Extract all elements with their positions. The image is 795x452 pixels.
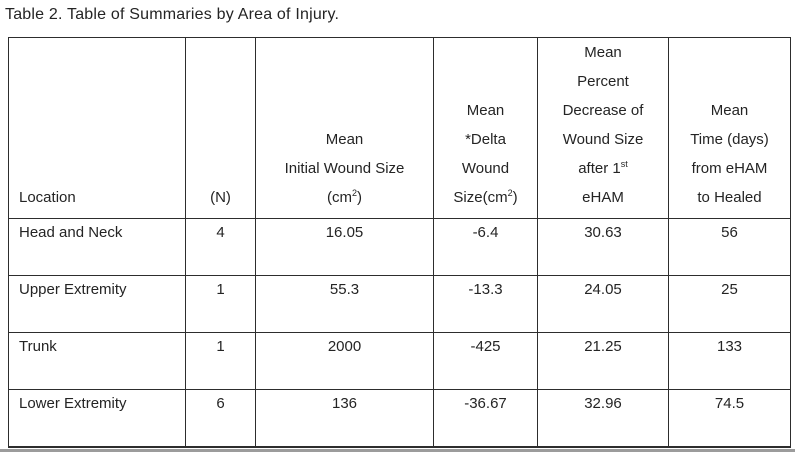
- header-line: Decrease of: [562, 102, 644, 119]
- cell-mean-delta-wound-size: -425: [433, 332, 538, 390]
- cell-mean-initial-wound-size: 55.3: [255, 275, 434, 333]
- header-line: Mean: [466, 102, 505, 119]
- table-body: Head and Neck 4 16.05 -6.4 30.63 56 Upper Extr…: [8, 218, 791, 448]
- table-row: Upper Extremity 1 55.3 -13.3 24.05 25: [8, 275, 791, 333]
- cell-mean-delta-wound-size: -6.4: [433, 218, 538, 276]
- cell-location: Upper Extremity: [8, 275, 186, 333]
- cell-mean-time-days: 25: [668, 275, 791, 333]
- table-row: Head and Neck 4 16.05 -6.4 30.63 56: [8, 218, 791, 276]
- cell-location: Head and Neck: [8, 218, 186, 276]
- table-row: Lower Extremity 6 136 -36.67 32.96 74.5: [8, 389, 791, 448]
- cell-location: Trunk: [8, 332, 186, 390]
- cell-mean-time-days: 74.5: [668, 389, 791, 448]
- cell-mean-initial-wound-size: 16.05: [255, 218, 434, 276]
- cell-location: Lower Extremity: [8, 389, 186, 448]
- header-line: from eHAM: [691, 160, 768, 177]
- column-header-n: (N): [185, 37, 256, 219]
- cell-mean-percent-decrease: 21.25: [537, 332, 669, 390]
- cell-mean-initial-wound-size: 136: [255, 389, 434, 448]
- cell-mean-percent-decrease: 24.05: [537, 275, 669, 333]
- header-line: (N): [210, 189, 231, 206]
- column-header-mean-percent-decrease: Mean Percent Decrease of Wound Size after 1s…: [537, 37, 669, 219]
- page-bottom-edge: [0, 449, 795, 452]
- cell-mean-percent-decrease: 32.96: [537, 389, 669, 448]
- cell-mean-percent-decrease: 30.63: [537, 218, 669, 276]
- summary-table: Location (N) Mean Initial Wound Size (cm2) Me…: [8, 37, 791, 448]
- header-line: Mean: [584, 44, 622, 61]
- column-header-mean-initial-wound-size: Mean Initial Wound Size (cm2): [255, 37, 434, 219]
- table-row: Trunk 1 2000 -425 21.25 133: [8, 332, 791, 390]
- cell-mean-initial-wound-size: 2000: [255, 332, 434, 390]
- cell-n: 6: [185, 389, 256, 448]
- cell-mean-time-days: 133: [668, 332, 791, 390]
- header-line: eHAM: [582, 189, 624, 206]
- cell-mean-time-days: 56: [668, 218, 791, 276]
- header-line: Initial Wound Size: [284, 160, 405, 177]
- header-line: Wound: [461, 160, 510, 177]
- header-line: Wound Size: [562, 131, 644, 148]
- header-line: Percent: [577, 73, 629, 90]
- column-header-mean-time-days: Mean Time (days) from eHAM to Healed: [668, 37, 791, 219]
- header-row: Location (N) Mean Initial Wound Size (cm2) Me…: [8, 37, 791, 219]
- cell-mean-delta-wound-size: -13.3: [433, 275, 538, 333]
- cell-mean-delta-wound-size: -36.67: [433, 389, 538, 448]
- header-line: after 1st: [578, 159, 628, 178]
- header-line: Size(cm2): [453, 188, 518, 207]
- column-header-location: Location: [8, 37, 186, 219]
- header-line: *Delta: [465, 131, 506, 148]
- header-line: Location: [19, 189, 76, 206]
- header-line: (cm2): [326, 188, 362, 207]
- column-header-mean-delta-wound-size: Mean *Delta Wound Size(cm2): [433, 37, 538, 219]
- cell-n: 4: [185, 218, 256, 276]
- table-header: Location (N) Mean Initial Wound Size (cm2) Me…: [8, 37, 791, 219]
- table-caption: Table 2. Table of Summaries by Area of I…: [5, 6, 340, 23]
- cell-n: 1: [185, 275, 256, 333]
- header-line: Mean: [325, 131, 364, 148]
- header-line: to Healed: [697, 189, 762, 206]
- header-line: Mean: [710, 102, 749, 119]
- header-line: Time (days): [690, 131, 769, 148]
- cell-n: 1: [185, 332, 256, 390]
